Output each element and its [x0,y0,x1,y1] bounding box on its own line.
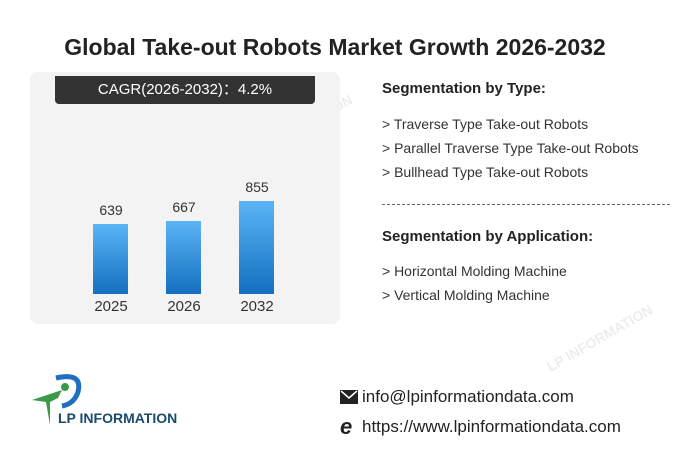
type-item: > Bullhead Type Take-out Robots [382,164,589,180]
bar-2025 [93,224,128,294]
cagr-badge: CAGR(2026-2032)：4.2% [55,76,315,104]
page-title: Global Take-out Robots Market Growth 202… [64,34,606,60]
browser-e-icon: e [340,414,353,439]
value-label: 639 [99,202,123,219]
logo-icon [32,374,82,425]
bar-2026 [166,221,201,294]
year-label: 2025 [94,298,128,315]
mail-icon [340,390,358,404]
logo-text: LP INFORMATION [58,410,178,426]
year-label: 2032 [240,298,274,315]
watermark: LP INFORMATION [543,301,656,375]
application-item: > Horizontal Molding Machine [382,263,567,279]
bar-2032 [239,201,274,294]
divider [382,204,670,205]
website-contact: e https://www.lpinformationdata.com [340,414,621,439]
value-label: 855 [245,179,269,195]
type-item: > Parallel Traverse Type Take-out Robots [382,140,639,156]
application-item: > Vertical Molding Machine [382,287,550,303]
email-contact: info@lpinformationdata.com [340,387,574,407]
value-label: 667 [172,199,196,216]
type-item: > Traverse Type Take-out Robots [382,116,589,132]
year-label: 2026 [167,298,201,315]
email-link[interactable]: info@lpinformationdata.com [362,387,574,406]
logo: LP INFORMATION [28,370,198,430]
type-heading: Segmentation by Type: [382,80,546,97]
application-heading: Segmentation by Application: [382,228,594,245]
website-link[interactable]: https://www.lpinformationdata.com [362,417,621,436]
